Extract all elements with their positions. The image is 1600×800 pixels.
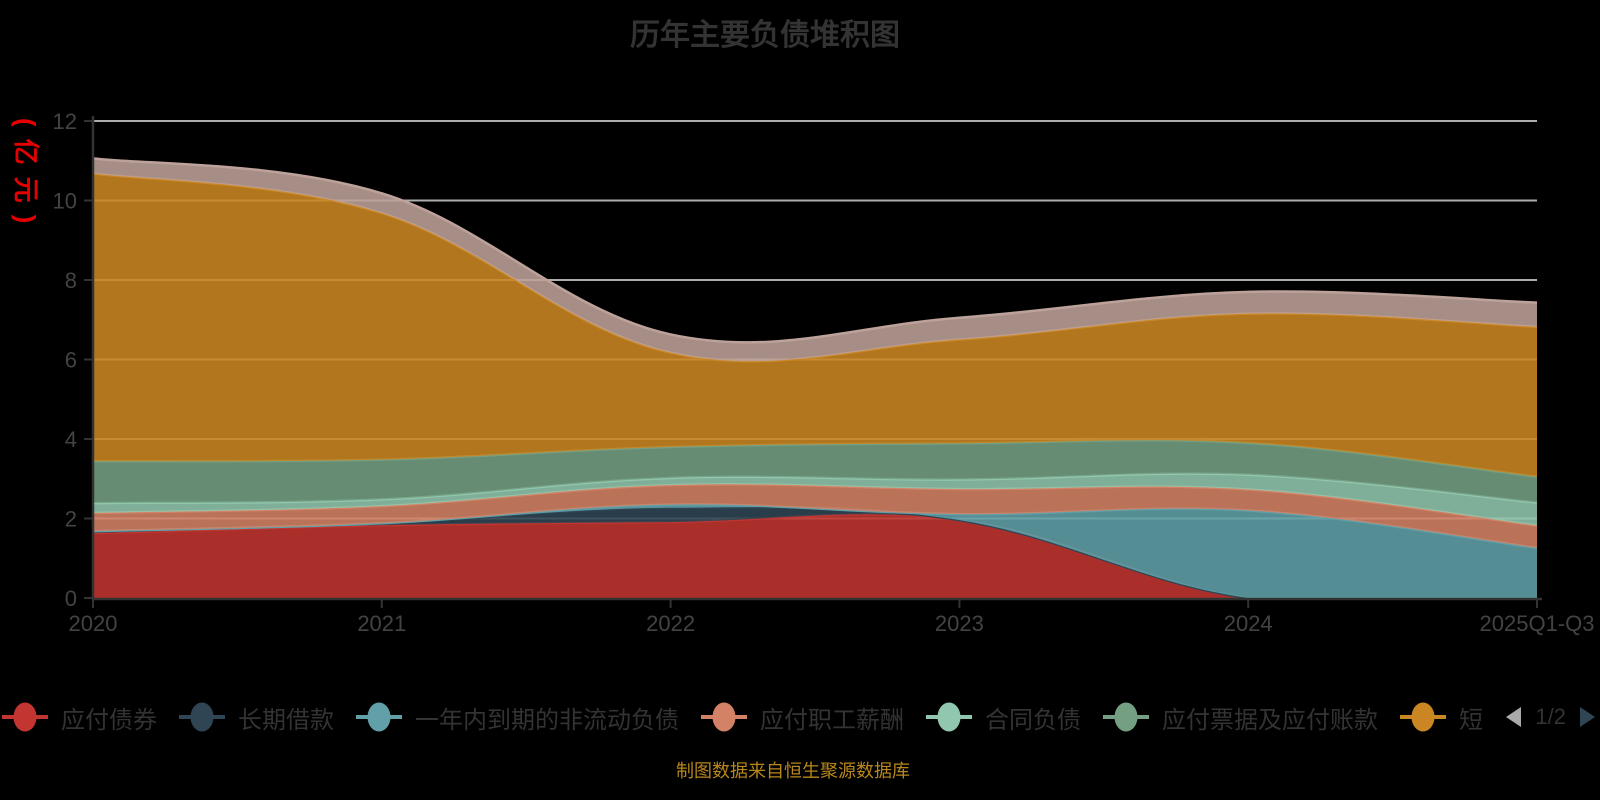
y-axis-tick-label: 0 bbox=[65, 586, 77, 611]
legend-item-label: 短 bbox=[1459, 706, 1483, 734]
legend-line-marker-icon bbox=[1103, 702, 1149, 732]
legend-item-0[interactable]: 应付债券 bbox=[2, 700, 157, 735]
legend-line-marker-icon bbox=[2, 702, 48, 732]
series-area-6 bbox=[93, 173, 1537, 477]
legend-pager-text: 1/2 bbox=[1535, 704, 1566, 729]
legend: 应付债券 长期借款 一年内到期的非流动负债 应付职工薪酬 合同负债 应付票据及应付账款 短 bbox=[2, 699, 1492, 735]
legend-line-marker-icon bbox=[1400, 702, 1446, 732]
y-axis-tick-label: 2 bbox=[65, 507, 77, 532]
legend-item-label: 应付职工薪酬 bbox=[760, 706, 904, 734]
legend-item-label: 长期借款 bbox=[238, 706, 334, 734]
stacked-areas bbox=[92, 157, 1538, 600]
legend-line-marker-icon bbox=[926, 702, 972, 732]
legend-item-label: 一年内到期的非流动负债 bbox=[415, 706, 679, 734]
x-axis-tick-label: 2024 bbox=[1224, 611, 1273, 636]
legend-item-4[interactable]: 合同负债 bbox=[926, 700, 1081, 735]
legend-item-label: 应付债券 bbox=[61, 706, 157, 734]
x-axis-tick-label: 2023 bbox=[935, 611, 984, 636]
x-axis-tick-label: 2020 bbox=[69, 611, 118, 636]
legend-line-marker-icon bbox=[356, 702, 402, 732]
axes bbox=[84, 116, 1542, 608]
axis-labels: 0 2 4 6 8 10 12 2020 2021 2022 2023 2024 2025Q1-Q3 bbox=[53, 109, 1595, 636]
x-axis-tick-label: 2022 bbox=[646, 611, 695, 636]
series-area-5 bbox=[93, 440, 1537, 503]
x-axis-tick-label: 2025Q1-Q3 bbox=[1480, 611, 1595, 636]
legend-item-label: 应付票据及应付账款 bbox=[1162, 706, 1378, 734]
legend-item-2[interactable]: 一年内到期的非流动负债 bbox=[356, 700, 679, 735]
chart-title: 历年主要负债堆积图 bbox=[630, 19, 900, 52]
series-area-7 bbox=[93, 158, 1537, 362]
series-area-4 bbox=[93, 473, 1537, 526]
y-axis-tick-label: 10 bbox=[53, 189, 77, 214]
legend-pager: 1/2 bbox=[1496, 699, 1596, 735]
legend-item-label: 合同负债 bbox=[985, 706, 1081, 734]
legend-pager-next-icon[interactable] bbox=[1580, 706, 1596, 728]
y-axis-tick-label: 4 bbox=[65, 427, 77, 452]
legend-item-5[interactable]: 应付票据及应付账款 bbox=[1103, 700, 1378, 735]
legend-line-marker-icon bbox=[701, 702, 747, 732]
series-area-0 bbox=[93, 514, 1537, 598]
y-axis-tick-label: 6 bbox=[65, 348, 77, 373]
legend-item-1[interactable]: 长期借款 bbox=[179, 700, 334, 735]
legend-item-3[interactable]: 应付职工薪酬 bbox=[701, 700, 904, 735]
data-source-note: 制图数据来自恒生聚源数据库 bbox=[676, 761, 910, 781]
legend-pager-prev-icon[interactable] bbox=[1505, 706, 1522, 728]
series-line-7 bbox=[92, 157, 1538, 344]
y-axis-tick-label: 8 bbox=[65, 268, 77, 293]
series-area-2 bbox=[93, 504, 1537, 598]
y-axis-tick-label: 12 bbox=[53, 109, 77, 134]
series-area-3 bbox=[93, 484, 1537, 548]
x-axis-tick-label: 2021 bbox=[357, 611, 406, 636]
legend-item-6[interactable]: 短 bbox=[1400, 700, 1483, 735]
legend-line-marker-icon bbox=[179, 702, 225, 732]
